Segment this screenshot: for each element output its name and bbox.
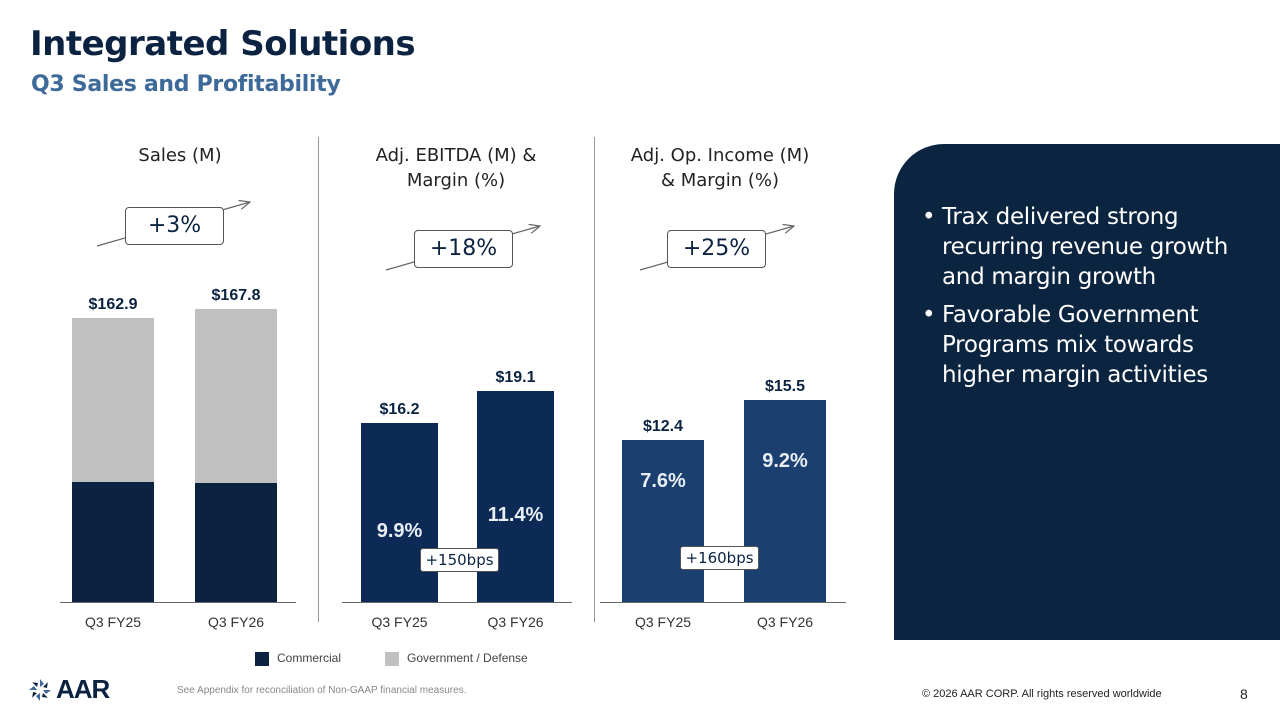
copyright: © 2026 AAR CORP. All rights reserved wor… [922,688,1162,700]
legend-commercial: Commercial [277,651,342,665]
ebitda-change-badge: +18% [414,230,513,268]
divider [318,137,319,622]
op-margin-change-badge: +160bps [680,546,759,570]
aar-logo-text: AAR [56,674,110,704]
op-income-chart-title: Adj. Op. Income (M) & Margin (%) [600,143,840,193]
bar-ebitda [361,423,438,602]
ebitda-chart-title: Adj. EBITDA (M) & Margin (%) [336,143,576,193]
bar-op-income [622,440,704,602]
footnote: See Appendix for reconciliation of Non-G… [177,685,467,696]
x-tick-label: Q3 FY25 [84,614,142,630]
value-label: $12.4 [642,418,684,435]
ebitda-title-line1: Adj. EBITDA (M) & [375,145,537,166]
aar-logo: AAR [28,674,110,705]
total-label: $162.9 [88,296,138,313]
ebitda-margin-change-badge: +150bps [420,548,499,572]
x-axis [60,602,296,603]
bar-government [195,309,277,484]
bar-op-income [744,399,826,602]
sales-title-text: Sales (M) [138,145,222,166]
total-label: $167.8 [211,287,261,305]
page-subtitle: Q3 Sales and Profitability [31,72,341,97]
sales-change-badge: +3% [125,207,224,245]
x-tick-label: Q3 FY26 [487,614,544,630]
margin-label: 9.2% [762,450,808,472]
x-tick-label: Q3 FY26 [207,614,265,630]
aar-logo-icon [29,678,51,701]
highlight-bullet: Favorable Government Programs mix toward… [922,300,1260,390]
page-title: Integrated Solutions [30,24,416,64]
bar-commercial [195,483,277,602]
bar-commercial [72,482,154,602]
highlight-bullet: Trax delivered strong recurring revenue … [922,202,1260,292]
value-label: $19.1 [495,368,536,386]
bar-government [72,318,154,483]
x-axis [342,602,572,603]
value-label: $15.5 [764,377,806,395]
value-label: $16.2 [379,401,420,418]
x-tick-label: Q3 FY26 [756,614,814,630]
legend-government: Government / Defense [407,651,528,665]
margin-label: 7.6% [640,470,686,492]
highlights-panel: Trax delivered strong recurring revenue … [894,144,1280,640]
legend-swatch-government [385,652,399,666]
op-title-line1: Adj. Op. Income (M) [630,145,810,166]
margin-label: 11.4% [487,504,544,526]
x-axis [600,602,846,603]
divider [594,137,595,622]
sales-chart-title: Sales (M) [80,143,280,168]
page-number: 8 [1240,686,1248,702]
op-change-badge: +25% [667,230,766,268]
x-tick-label: Q3 FY25 [634,614,692,630]
op-title-line2: & Margin (%) [660,170,780,191]
x-tick-label: Q3 FY25 [371,614,428,630]
ebitda-title-line2: Margin (%) [406,170,506,191]
legend-swatch-commercial [255,652,269,666]
margin-label: 9.9% [376,520,423,542]
